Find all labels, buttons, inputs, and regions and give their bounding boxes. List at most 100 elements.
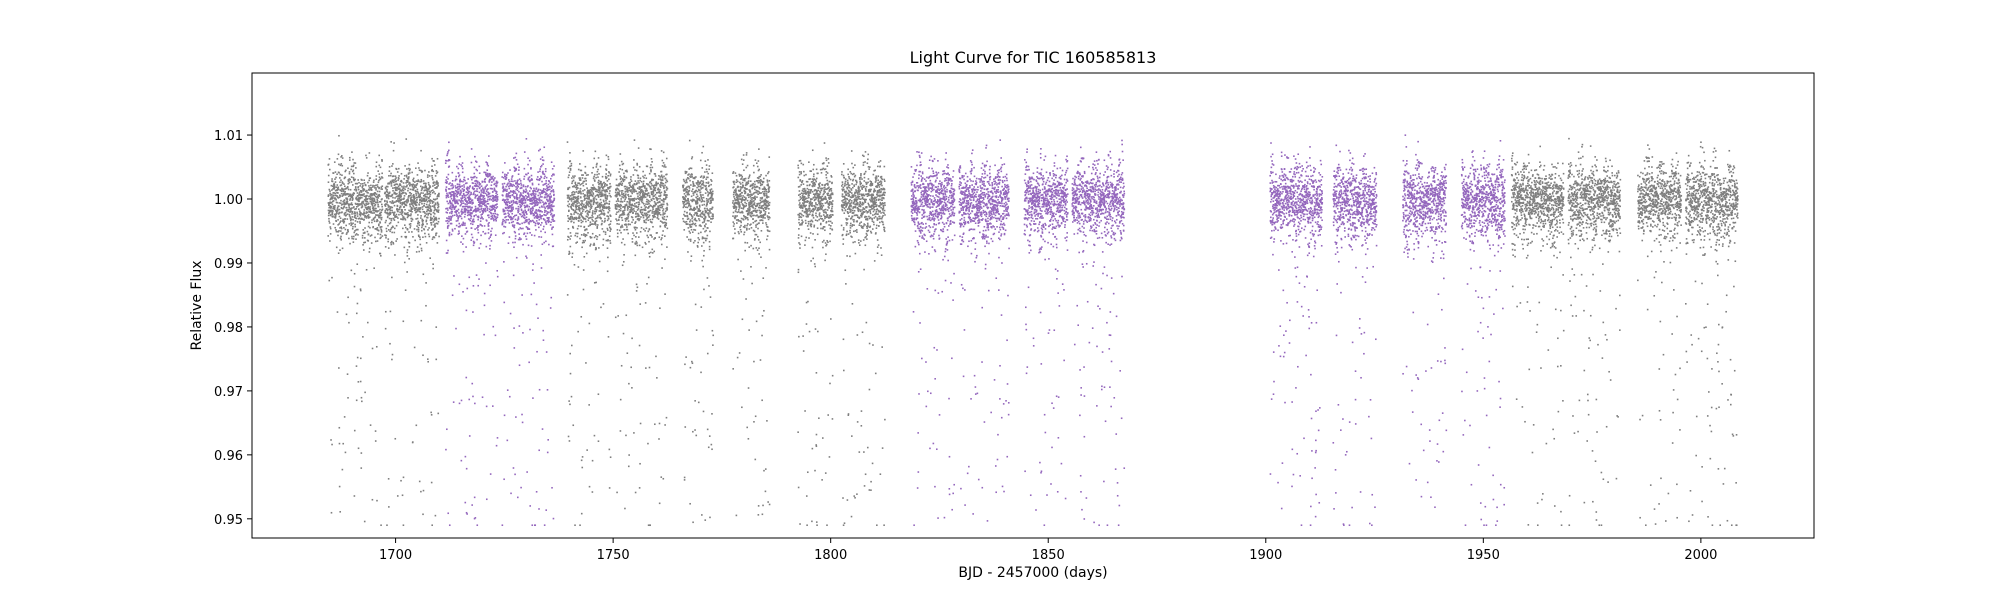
data-point xyxy=(812,182,814,185)
data-point xyxy=(595,201,597,204)
data-point xyxy=(426,216,429,219)
data-point xyxy=(595,220,598,222)
data-point xyxy=(403,203,406,205)
data-point xyxy=(817,200,820,203)
data-point xyxy=(596,173,598,176)
data-point xyxy=(600,201,603,204)
data-point xyxy=(336,187,339,190)
data-point xyxy=(657,210,659,213)
data-point xyxy=(754,415,757,418)
data-point xyxy=(329,192,331,195)
data-point xyxy=(433,236,436,239)
data-point xyxy=(744,205,746,208)
data-point xyxy=(351,235,353,238)
data-point xyxy=(438,192,440,195)
data-point xyxy=(821,184,824,186)
data-point xyxy=(343,192,346,195)
data-point xyxy=(371,198,373,201)
data-point xyxy=(732,193,735,196)
data-point xyxy=(701,236,704,238)
data-point xyxy=(696,195,699,198)
data-point xyxy=(379,177,382,180)
data-point xyxy=(742,218,745,221)
data-point xyxy=(623,207,626,209)
data-point xyxy=(419,195,422,198)
data-point xyxy=(736,222,738,224)
data-point xyxy=(405,235,408,238)
data-point xyxy=(842,201,844,204)
data-point xyxy=(338,485,341,488)
data-point xyxy=(703,219,706,222)
data-point xyxy=(683,198,685,200)
data-point xyxy=(737,195,739,197)
data-point xyxy=(632,212,635,214)
data-point xyxy=(828,204,831,207)
data-point xyxy=(753,196,756,199)
data-point xyxy=(380,218,383,221)
data-point xyxy=(608,235,611,238)
data-point xyxy=(604,189,606,192)
data-point xyxy=(819,223,822,226)
data-point xyxy=(435,217,438,220)
data-point xyxy=(365,217,368,219)
data-point xyxy=(737,218,740,221)
data-point xyxy=(617,188,620,191)
data-point xyxy=(395,216,397,218)
data-point xyxy=(738,352,741,354)
data-point xyxy=(744,187,747,190)
data-point xyxy=(702,186,704,189)
data-point xyxy=(605,176,608,179)
data-point xyxy=(370,187,373,189)
data-point xyxy=(640,180,643,183)
data-point xyxy=(625,193,627,196)
data-point xyxy=(629,190,632,193)
data-point xyxy=(406,255,409,257)
data-point xyxy=(568,440,571,442)
data-point xyxy=(651,252,654,254)
data-point xyxy=(393,142,395,144)
data-point xyxy=(804,192,807,195)
data-point xyxy=(571,194,573,196)
data-point xyxy=(605,190,607,193)
data-point xyxy=(804,205,806,208)
data-point xyxy=(426,191,429,194)
data-point xyxy=(339,164,342,167)
data-point xyxy=(764,468,767,470)
data-point xyxy=(621,264,624,267)
data-point xyxy=(757,505,760,507)
data-point xyxy=(386,216,389,219)
data-point xyxy=(737,258,739,261)
data-point xyxy=(823,197,826,200)
data-point xyxy=(336,212,338,215)
data-point xyxy=(597,216,599,219)
data-point xyxy=(691,200,693,203)
data-point xyxy=(843,185,846,187)
data-point xyxy=(416,228,418,231)
data-point xyxy=(349,193,352,196)
data-point xyxy=(400,179,403,182)
data-point xyxy=(821,437,824,439)
data-point xyxy=(578,217,581,220)
data-point xyxy=(578,220,580,222)
data-point xyxy=(699,224,701,226)
data-point xyxy=(735,196,738,198)
data-point xyxy=(437,184,439,187)
data-point xyxy=(588,198,590,200)
data-point xyxy=(367,202,370,205)
data-point xyxy=(591,200,593,202)
data-point xyxy=(385,230,388,233)
data-point xyxy=(412,204,414,207)
data-point xyxy=(599,203,602,205)
data-point xyxy=(653,205,655,208)
data-point xyxy=(576,198,579,200)
data-point xyxy=(414,186,416,188)
data-point xyxy=(629,178,632,181)
data-point xyxy=(373,179,375,182)
data-point xyxy=(366,191,368,194)
data-point xyxy=(765,222,767,224)
data-point xyxy=(350,202,353,204)
data-point xyxy=(331,185,334,188)
data-point xyxy=(637,195,639,198)
data-point xyxy=(739,195,741,198)
data-point xyxy=(799,180,801,182)
